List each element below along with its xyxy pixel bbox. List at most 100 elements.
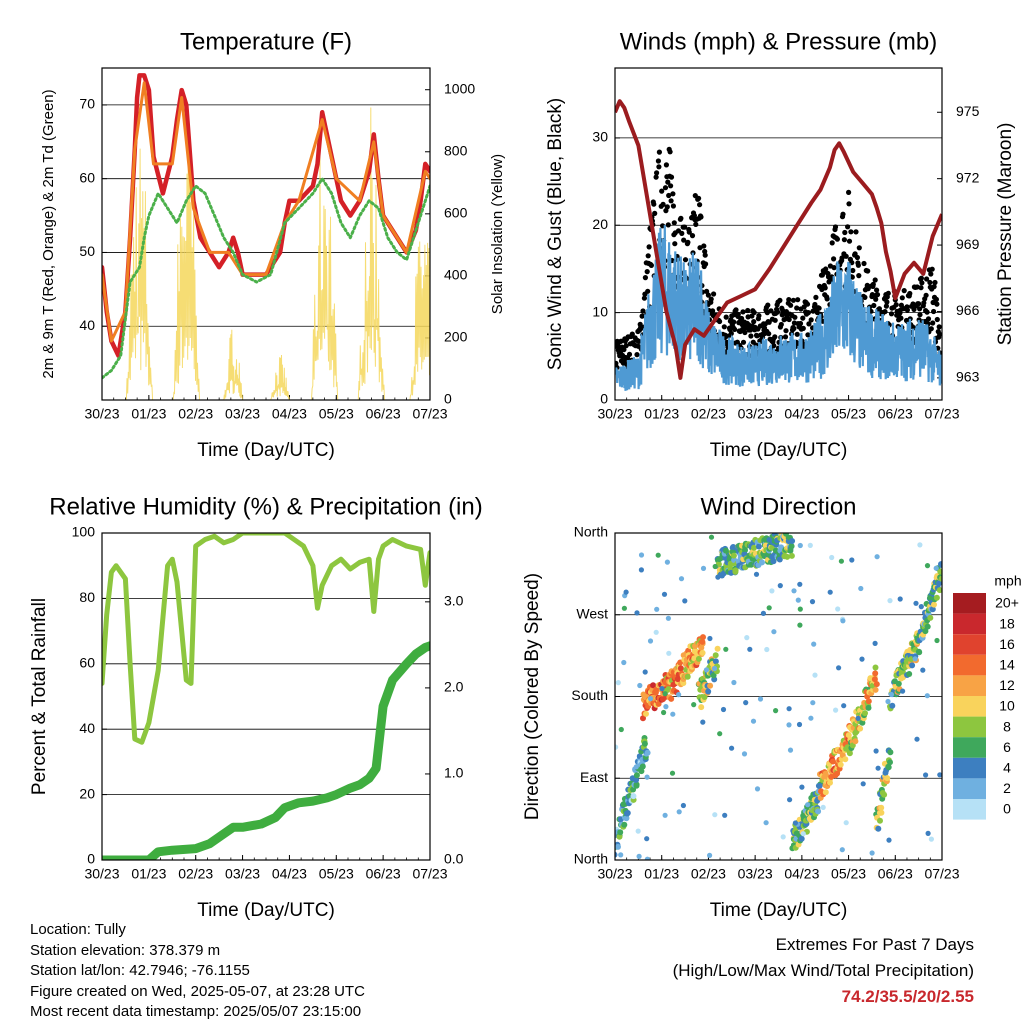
gust-point [898,315,904,321]
direction-point [885,764,892,771]
gust-point [623,343,629,349]
x-tick-label: 30/23 [84,866,119,882]
y-right-axis-title: Solar Insolation (Yellow) [489,154,506,314]
direction-point [707,682,714,689]
x-tick-label: 03/23 [738,866,773,882]
direction-point [676,809,682,815]
gust-point [931,308,937,315]
x-tick-label: 06/23 [366,866,401,882]
direction-point [633,764,639,770]
direction-point [860,781,866,787]
gust-point [747,327,754,333]
direction-point [701,694,708,700]
direction-point [776,556,783,563]
direction-point [815,808,822,815]
direction-point [874,554,880,560]
direction-point [695,655,702,662]
x-tick-label: 01/23 [644,866,679,882]
gust-point [652,210,658,216]
direction-point [797,622,803,628]
direction-point [841,703,847,709]
legend-swatch [953,737,986,758]
direction-point [792,820,799,826]
direction-point [842,756,849,763]
gust-point [916,301,922,307]
legend-swatch [953,593,986,614]
gust-point [861,260,867,267]
direction-point [653,629,659,635]
direction-point [757,696,764,702]
direction-point [927,614,934,621]
y-tick-label: 70 [79,96,95,112]
gust-point [751,309,757,316]
gust-point [829,240,835,246]
legend-swatch [953,613,986,635]
dewpoint-2m-line [102,177,430,380]
station-latlon: Station lat/lon: 42.7946; -76.1155 [30,962,250,979]
gust-point [907,290,913,297]
direction-point [759,559,765,566]
gust-point [848,229,854,235]
direction-point [909,662,916,669]
panel-title: Relative Humidity (%) & Precipitation (i… [49,493,482,520]
direction-point [938,561,942,568]
y-axis-title: Direction (Colored By Speed) [522,573,543,820]
direction-point [707,635,713,642]
direction-point [808,715,814,721]
x-tick-label: 07/23 [412,406,447,422]
gust-point [731,319,737,325]
gust-point [794,331,800,337]
gust-point [839,255,845,261]
x-tick-label: 05/23 [319,406,354,422]
direction-point [727,565,734,572]
direction-point [788,552,795,559]
solar-insolation-line [172,110,200,400]
legend-swatch [953,778,986,799]
direction-point [849,557,855,563]
direction-point [887,598,893,604]
direction-point [684,673,691,680]
direction-point [747,646,753,652]
x-tick-label: 05/23 [831,406,866,422]
gust-point [917,312,923,318]
y-right-tick-label: 800 [444,142,468,158]
gust-point [708,296,714,302]
figure-created: Figure created on Wed, 2025-05-07, at 23… [30,982,365,1000]
y-tick-label: East [580,769,608,785]
direction-point [800,831,806,837]
total-rainfall-line [102,641,430,860]
direction-point [786,722,792,728]
gust-point [853,229,859,235]
recent-timestamp: Most recent data timestamp: 2025/05/07 2… [30,1003,362,1020]
direction-point [780,834,786,840]
gust-point [800,315,806,321]
gust-point [659,188,665,194]
gust-point [871,302,877,309]
gust-point [748,333,754,339]
direction-point [624,810,631,816]
legend-label: 18 [999,615,1015,631]
direction-point [621,659,627,666]
direction-point [872,664,879,671]
plot-area [615,533,942,860]
gust-point [822,285,828,291]
gust-point [682,257,689,263]
direction-point [829,554,835,561]
direction-point [810,700,816,706]
direction-point [846,750,853,757]
direction-point [884,775,891,782]
direction-point [676,692,682,698]
legend-label: 20+ [995,595,1019,611]
direction-point [659,686,665,692]
direction-point [717,731,723,737]
direction-point [791,588,797,594]
y-tick-label: North [574,524,608,540]
gust-point [846,238,853,244]
gust-point [691,213,698,219]
gust-point [823,266,829,272]
x-tick-label: 07/23 [924,866,959,882]
y-tick-label: 40 [79,317,95,333]
gust-point [705,292,712,298]
direction-point [744,635,750,641]
gust-point [813,294,819,300]
